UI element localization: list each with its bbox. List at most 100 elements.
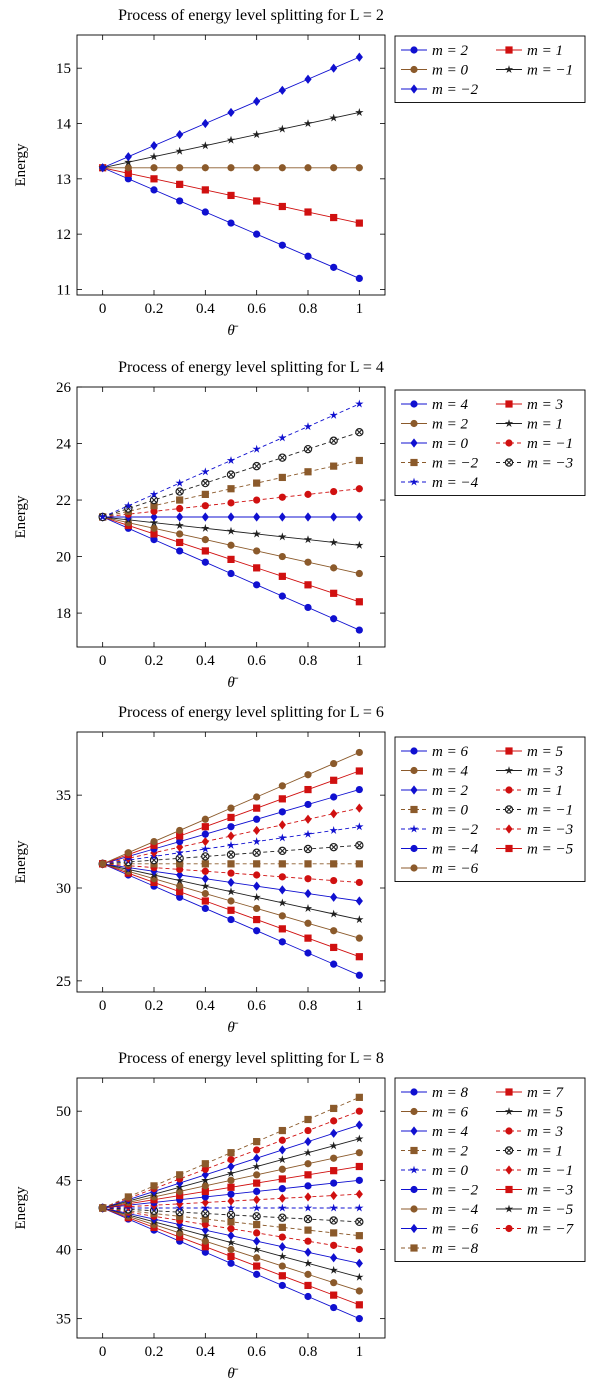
data-point [355,164,363,172]
legend-swatch-marker [410,1107,418,1116]
data-point [253,793,261,801]
chart-title: Process of energy level splitting for L … [118,1050,384,1067]
data-point [329,842,338,852]
data-point [304,1160,312,1168]
data-point [304,164,312,172]
data-point [253,860,261,868]
data-point [176,1187,184,1196]
series-12 [99,1149,363,1212]
data-point [175,1207,184,1217]
legend-label: m = −2 [432,1183,479,1199]
legend-swatch-marker [410,84,418,94]
data-point [201,852,210,861]
data-point [176,1171,184,1179]
data-point [329,1216,338,1225]
data-point [252,1203,261,1212]
data-point [330,462,338,470]
data-point [355,1093,363,1101]
legend-item: m = 8 [401,1085,468,1101]
data-point [278,782,286,790]
data-point [355,953,363,961]
data-point [227,219,235,227]
data-point [278,1242,286,1252]
x-tick-label: 0.6 [247,653,266,669]
legend-swatch-marker [410,844,418,853]
data-point [304,1171,312,1179]
data-point [304,1281,312,1290]
x-axis-label: θ̄ [227,1020,238,1036]
data-point [278,898,287,907]
x-tick-label: 1 [356,1344,364,1360]
data-point [227,877,235,888]
y-tick-label: 30 [56,881,71,897]
y-tick-label: 15 [56,61,71,77]
legend-swatch-marker [505,1224,513,1233]
legend-label: m = −1 [527,1163,573,1179]
data-point [278,572,286,580]
y-tick-label: 13 [56,172,71,188]
data-point [201,1220,209,1229]
data-point [278,1193,286,1203]
data-point [176,530,184,538]
data-point [253,804,261,812]
data-point [278,1233,286,1241]
data-point [201,1209,210,1218]
data-point [330,263,338,271]
legend-item: m = −1 [496,63,573,79]
x-tick-label: 0.8 [299,1344,318,1360]
series-2 [99,513,363,578]
data-point [176,496,184,504]
legend: m = 8 m = 7 m = 6 m = 5 m = 4 m = 3 m = 2 m = 1… [394,1077,586,1262]
data-point [278,241,286,249]
legend-swatch-marker [410,805,418,814]
legend-label: m = 4 [432,1124,468,1140]
data-point [278,938,286,946]
data-point [253,512,261,522]
data-point [201,1243,209,1251]
legend-label: m = −8 [432,1241,479,1257]
legend-label: m = 6 [432,744,468,760]
data-point [201,490,209,498]
data-point [278,433,287,442]
data-point [227,1190,235,1198]
data-point [201,1248,209,1256]
data-point [330,1190,338,1201]
data-point [355,803,363,813]
data-point [304,1247,312,1257]
data-point [226,1210,236,1220]
data-point [253,96,261,106]
series-line [102,460,360,518]
legend-swatch-marker [505,46,513,54]
data-point [176,832,184,840]
x-tick-label: 0.4 [196,1344,215,1360]
data-point [253,1179,261,1187]
data-point [355,1120,363,1130]
legend-item: m = −3 [496,1183,573,1199]
data-point [201,1193,209,1201]
data-point [253,581,261,589]
data-point [278,860,286,868]
y-tick-label: 11 [57,282,71,298]
data-point [253,1146,261,1154]
x-axis-label: θ̄ [227,323,238,339]
legend-item: m = 2 [401,417,468,433]
legend-swatch-marker [505,824,513,834]
data-point [201,536,209,544]
data-point [278,1223,286,1231]
data-point [253,1236,261,1246]
data-point [355,915,364,924]
data-point [150,164,158,172]
data-point [252,130,261,139]
data-point [304,512,312,522]
data-point [253,1187,261,1196]
data-point [329,410,338,419]
y-axis-label: Energy [13,1186,29,1230]
data-point [176,197,184,205]
data-point [149,152,159,161]
y-tick-label: 35 [56,788,71,804]
legend-item: m = 0 [401,436,468,452]
legend-label: m = −1 [527,63,573,79]
legend-item: m = 5 [496,1105,563,1121]
data-point [201,860,209,868]
data-point [226,526,236,535]
